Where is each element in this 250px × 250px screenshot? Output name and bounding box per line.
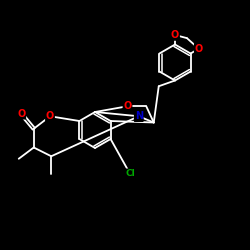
Text: O: O — [17, 109, 25, 119]
Text: O: O — [123, 101, 132, 111]
Text: N: N — [135, 111, 143, 121]
Text: Cl: Cl — [125, 169, 135, 178]
Text: O: O — [46, 111, 54, 121]
Text: O: O — [195, 44, 203, 54]
Text: O: O — [171, 30, 179, 40]
